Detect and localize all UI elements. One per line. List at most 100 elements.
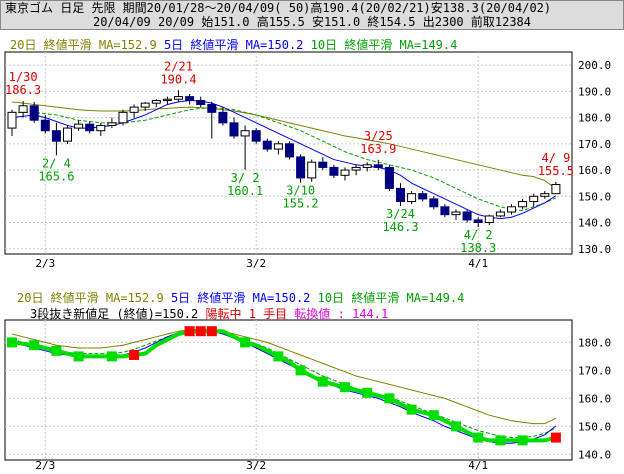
- kagi-block: [51, 345, 62, 356]
- candle-body: [440, 206, 450, 216]
- candle-body: [29, 105, 39, 121]
- legend-ma20: 20日 終値平滑 MA=152.9: [10, 38, 157, 52]
- kagi-block: [473, 432, 484, 443]
- candle-body: [262, 140, 272, 150]
- candle-body: [229, 122, 239, 137]
- peak-value-label: 165.6: [38, 169, 74, 183]
- kagi-block: [451, 421, 461, 432]
- peak-value-label: 186.3: [5, 83, 41, 97]
- legend-ma10: 10日 終値平滑 MA=149.4: [310, 38, 458, 52]
- kagi-block: [29, 340, 40, 351]
- ohlc-summary: 20/04/09 20/09 始151.0 高155.5 安151.0 終154…: [92, 15, 531, 29]
- kagi-block: [340, 382, 350, 393]
- candle-body: [529, 195, 539, 203]
- chart-title: 東京ゴム 日足 先限 期間20/01/28～20/04/09( 50)高190.…: [5, 1, 552, 15]
- kagi-block: [384, 393, 395, 404]
- peak-date-label: 1/30: [9, 70, 38, 84]
- legend-ma5: 5日 終値平滑 MA=150.2: [163, 38, 304, 52]
- legend-ma20-bottom: 20日 終値平滑 MA=152.9: [17, 291, 164, 305]
- candle-body: [462, 211, 472, 221]
- x-tick-label: 3/2: [246, 459, 266, 472]
- candle-body: [107, 122, 117, 126]
- peak-date-label: 2/ 4: [42, 156, 71, 170]
- peak-date-label: 3/10: [286, 184, 315, 198]
- y-tick-label: 130.0: [578, 243, 611, 256]
- ma20-line: [11, 329, 557, 425]
- candle-body: [51, 130, 61, 142]
- y-tick-label: 200.0: [578, 59, 611, 72]
- candle-body: [85, 123, 95, 132]
- candle-body: [307, 161, 317, 179]
- candle-body: [484, 215, 494, 224]
- ma-legend-top: 20日 終値平滑 MA=152.9 5日 終値平滑 MA=150.2 10日 終…: [10, 36, 457, 53]
- x-tick-label: 4/1: [468, 257, 488, 270]
- ma10-line: [11, 330, 557, 439]
- peak-date-label: 4/ 2: [464, 228, 493, 242]
- candle-body: [551, 183, 561, 195]
- y-tick-label: 190.0: [578, 85, 611, 98]
- peak-value-label: 160.1: [227, 184, 263, 198]
- candle-body: [373, 164, 383, 168]
- candle-body: [518, 201, 528, 208]
- candle-body: [162, 98, 172, 102]
- kagi-legend: 3段抜き新値足 (終値)=150.2 陽転中 1 手目 転換値 : 144.1: [30, 305, 388, 322]
- x-tick-label: 2/3: [35, 257, 55, 270]
- x-tick-label: 4/1: [468, 459, 488, 472]
- kagi-block: [273, 351, 284, 362]
- kagi-block: [517, 435, 528, 446]
- peak-date-label: 3/25: [364, 129, 393, 143]
- candle-body: [273, 143, 283, 150]
- candle-body: [251, 130, 261, 142]
- candle-body: [296, 156, 306, 179]
- candle-body: [285, 143, 294, 158]
- candle-body: [362, 164, 372, 168]
- candle-body: [540, 193, 550, 197]
- kagi-block: [106, 351, 117, 362]
- candle-body: [40, 119, 50, 132]
- kagi-line: [11, 329, 557, 443]
- kagi-block: [206, 326, 217, 337]
- candle-body: [207, 103, 217, 113]
- candle-body: [140, 102, 150, 108]
- candle-body: [96, 124, 106, 132]
- candle-body: [129, 106, 139, 113]
- peak-date-label: 4/ 9: [541, 151, 570, 165]
- ma20-line: [11, 101, 557, 190]
- chart-title-bar: 東京ゴム 日足 先限 期間20/01/28～20/04/09( 50)高190.…: [0, 0, 624, 15]
- y-tick-label: 150.0: [578, 420, 611, 433]
- kagi-block: [362, 387, 373, 398]
- candle-body: [507, 206, 516, 213]
- kagi-block: [495, 435, 506, 446]
- peak-value-label: 163.9: [360, 142, 396, 156]
- peak-value-label: 146.3: [382, 220, 418, 234]
- candle-body: [63, 127, 72, 142]
- kagi-block: [184, 326, 195, 337]
- ma10-line: [12, 107, 557, 212]
- x-tick-label: 3/2: [246, 257, 266, 270]
- kagi-block: [295, 365, 306, 376]
- y-tick-label: 170.0: [578, 138, 611, 151]
- kagi-block: [195, 326, 206, 337]
- peak-value-label: 155.5: [538, 164, 574, 178]
- y-tick-label: 140.0: [578, 217, 611, 230]
- candle-body: [118, 111, 128, 124]
- y-tick-label: 160.0: [578, 392, 611, 405]
- y-tick-label: 140.0: [578, 448, 611, 461]
- kagi-block: [550, 432, 561, 443]
- candle-body: [495, 211, 505, 217]
- candle-body: [7, 111, 17, 129]
- candle-body: [151, 100, 161, 104]
- kagi-block: [428, 410, 439, 421]
- peak-date-label: 2/21: [164, 59, 193, 73]
- y-tick-label: 150.0: [578, 190, 611, 203]
- candle-body: [418, 193, 428, 200]
- candle-body: [329, 166, 339, 176]
- ma-legend-bottom: 20日 終値平滑 MA=152.9 5日 終値平滑 MA=150.2 10日 終…: [17, 289, 464, 306]
- candle-body: [18, 105, 28, 113]
- candle-body: [473, 219, 483, 224]
- candle-body: [429, 198, 439, 208]
- legend-ma10-bottom: 10日 終値平滑 MA=149.4: [317, 291, 465, 305]
- peak-value-label: 138.3: [460, 241, 496, 255]
- kagi-title: 3段抜き新値足 (終値)=150.2: [30, 307, 199, 321]
- kagi-count: 1 手目: [248, 307, 288, 321]
